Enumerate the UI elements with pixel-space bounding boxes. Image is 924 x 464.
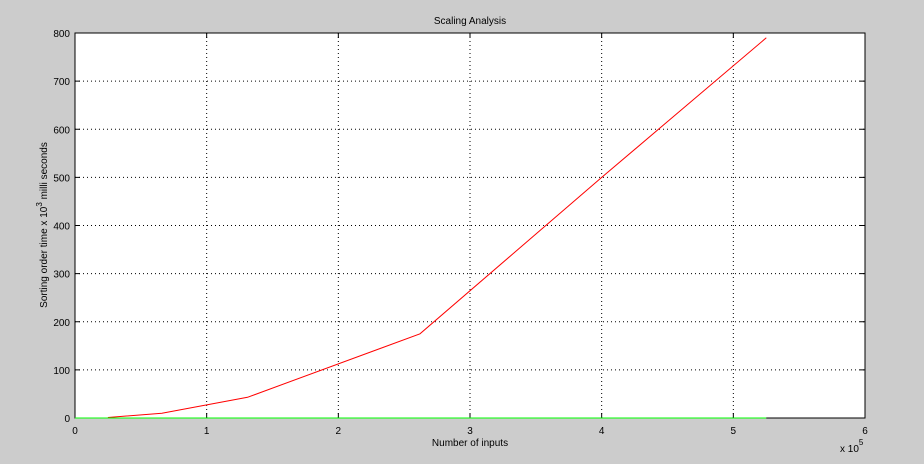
x-tick-label: 5 <box>731 426 737 437</box>
x-tick-label: 6 <box>862 426 868 437</box>
y-tick-label: 500 <box>53 173 70 184</box>
grid <box>75 33 865 418</box>
y-axis-label-exponent: 3 <box>35 202 44 207</box>
ticks: 0 1 2 3 4 5 6 0 100 200 300 400 500 600 700 800 <box>53 29 868 437</box>
x-multiplier-base: x 10 <box>840 444 859 455</box>
x-tick-label: 3 <box>467 426 473 437</box>
x-multiplier-exponent: 5 <box>859 438 864 447</box>
y-axis-label-suffix: milli seconds <box>39 142 50 202</box>
x-axis-label: Number of inputs <box>432 438 508 449</box>
y-axis-label-main: Sorting order time x 10 <box>39 206 50 308</box>
y-tick-label: 100 <box>53 366 70 377</box>
x-axis-multiplier: x 105 <box>840 438 864 455</box>
y-tick-label: 200 <box>53 318 70 329</box>
y-axis-label: Sorting order time x 103 milli seconds <box>35 142 50 308</box>
y-tick-label: 400 <box>53 222 70 233</box>
x-tick-label: 4 <box>599 426 605 437</box>
y-axis-label-group: Sorting order time x 103 milli seconds <box>35 142 50 308</box>
series-line-1 <box>107 37 767 418</box>
series <box>75 37 767 419</box>
x-tick-label: 1 <box>204 426 210 437</box>
x-tick-label: 2 <box>336 426 342 437</box>
y-tick-label: 800 <box>53 29 70 40</box>
y-tick-label: 700 <box>53 77 70 88</box>
x-tick-label: 0 <box>72 426 78 437</box>
chart-title: Scaling Analysis <box>434 16 506 27</box>
y-tick-label: 300 <box>53 270 70 281</box>
y-tick-label: 0 <box>64 414 70 425</box>
y-tick-label: 600 <box>53 125 70 136</box>
